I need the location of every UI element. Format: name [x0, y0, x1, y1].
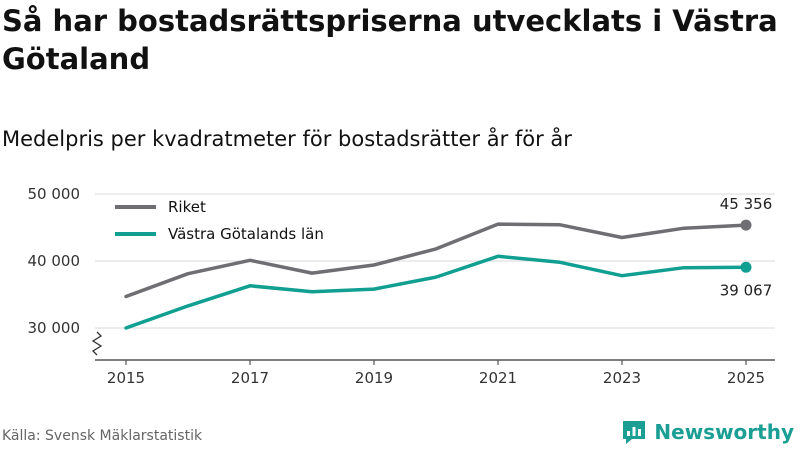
brand-name: Newsworthy — [654, 420, 794, 444]
x-tick-label: 2017 — [231, 369, 269, 387]
end-point-1 — [740, 261, 752, 273]
end-point-0 — [740, 219, 752, 231]
series-line-1 — [124, 254, 748, 330]
series-line-0 — [124, 222, 748, 299]
y-tick-label: 40 000 — [28, 252, 81, 270]
newsworthy-logo[interactable]: Newsworthy — [620, 418, 794, 446]
chart-title: Så har bostadsrättspriserna utvecklats i… — [2, 4, 778, 76]
end-value-label-1: 39 067 — [720, 281, 773, 299]
y-tick-label: 30 000 — [28, 319, 81, 337]
x-tick-label: 2019 — [355, 369, 393, 387]
series-lines — [124, 222, 748, 330]
legend-label-0: Riket — [168, 198, 206, 216]
x-tick-label: 2025 — [727, 369, 765, 387]
end-markers: 45 356 39 067 — [720, 195, 773, 299]
newsworthy-logo-icon — [623, 421, 646, 444]
y-axis-break — [91, 331, 103, 356]
x-tick-label: 2015 — [107, 369, 145, 387]
end-value-label-0: 45 356 — [720, 195, 773, 213]
source-note: Källa: Svensk Mäklarstatistik — [2, 428, 203, 444]
x-axis-ticks: 2015 2017 2019 2021 2023 2025 — [107, 360, 765, 387]
legend-label-1: Västra Götalands län — [168, 225, 324, 243]
y-axis-ticks: 30 000 40 000 50 000 — [28, 185, 81, 337]
chart-subtitle: Medelpris per kvadratmeter för bostadsrä… — [2, 127, 572, 151]
x-tick-label: 2023 — [603, 369, 641, 387]
gridlines — [95, 193, 775, 329]
x-tick-label: 2021 — [479, 369, 517, 387]
y-tick-label: 50 000 — [28, 185, 81, 203]
axis-break-squiggle — [91, 331, 103, 356]
legend: Riket Västra Götalands län — [115, 198, 324, 243]
